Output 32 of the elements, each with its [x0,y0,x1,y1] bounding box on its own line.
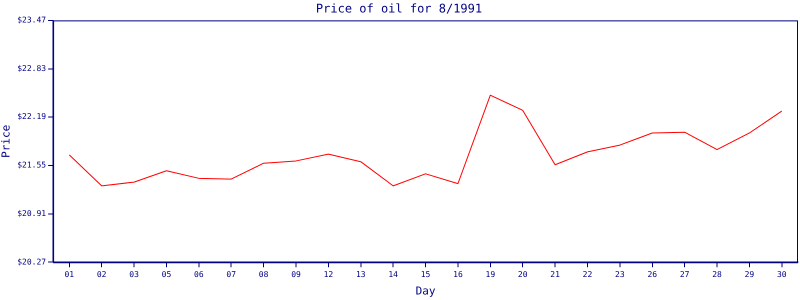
x-axis-title: Day [416,284,436,298]
x-tick-label: 20 [518,270,528,280]
y-tick-label: $21.55 [17,160,46,170]
y-tick-label: $20.91 [17,208,46,218]
x-tick-label: 12 [324,270,334,280]
x-tick-label: 21 [550,270,560,280]
x-tick-label: 07 [226,270,236,280]
x-tick-label: 26 [647,270,658,280]
x-tick-label: 13 [356,270,366,280]
x-tick-label: 09 [291,270,301,280]
x-tick-label: 06 [194,270,204,280]
x-tick-label: 22 [582,270,592,280]
y-tick-label: $22.83 [17,64,46,73]
chart-title: Price of oil for 8/1991 [316,1,482,16]
x-tick-label: 29 [744,270,754,280]
x-tick-label: 14 [388,270,398,280]
x-tick-label: 03 [129,270,140,280]
x-tick-label: 15 [420,270,431,280]
x-tick-label: 28 [712,270,722,280]
x-tick-label: 30 [776,270,787,280]
x-tick-label: 19 [486,270,496,280]
y-axis-title: Price [0,124,12,158]
x-tick-label: 23 [615,270,625,280]
x-tick-label: 08 [258,270,269,280]
y-tick-label: $23.47 [17,15,46,24]
x-tick-label: 16 [453,270,463,280]
x-tick-label: 02 [96,270,107,280]
y-tick-label: $22.19 [17,112,46,122]
x-tick-label: 27 [680,270,690,280]
x-tick-label: 01 [64,270,74,280]
y-tick-label: $20.27 [17,257,46,266]
x-tick-label: 05 [162,270,172,280]
